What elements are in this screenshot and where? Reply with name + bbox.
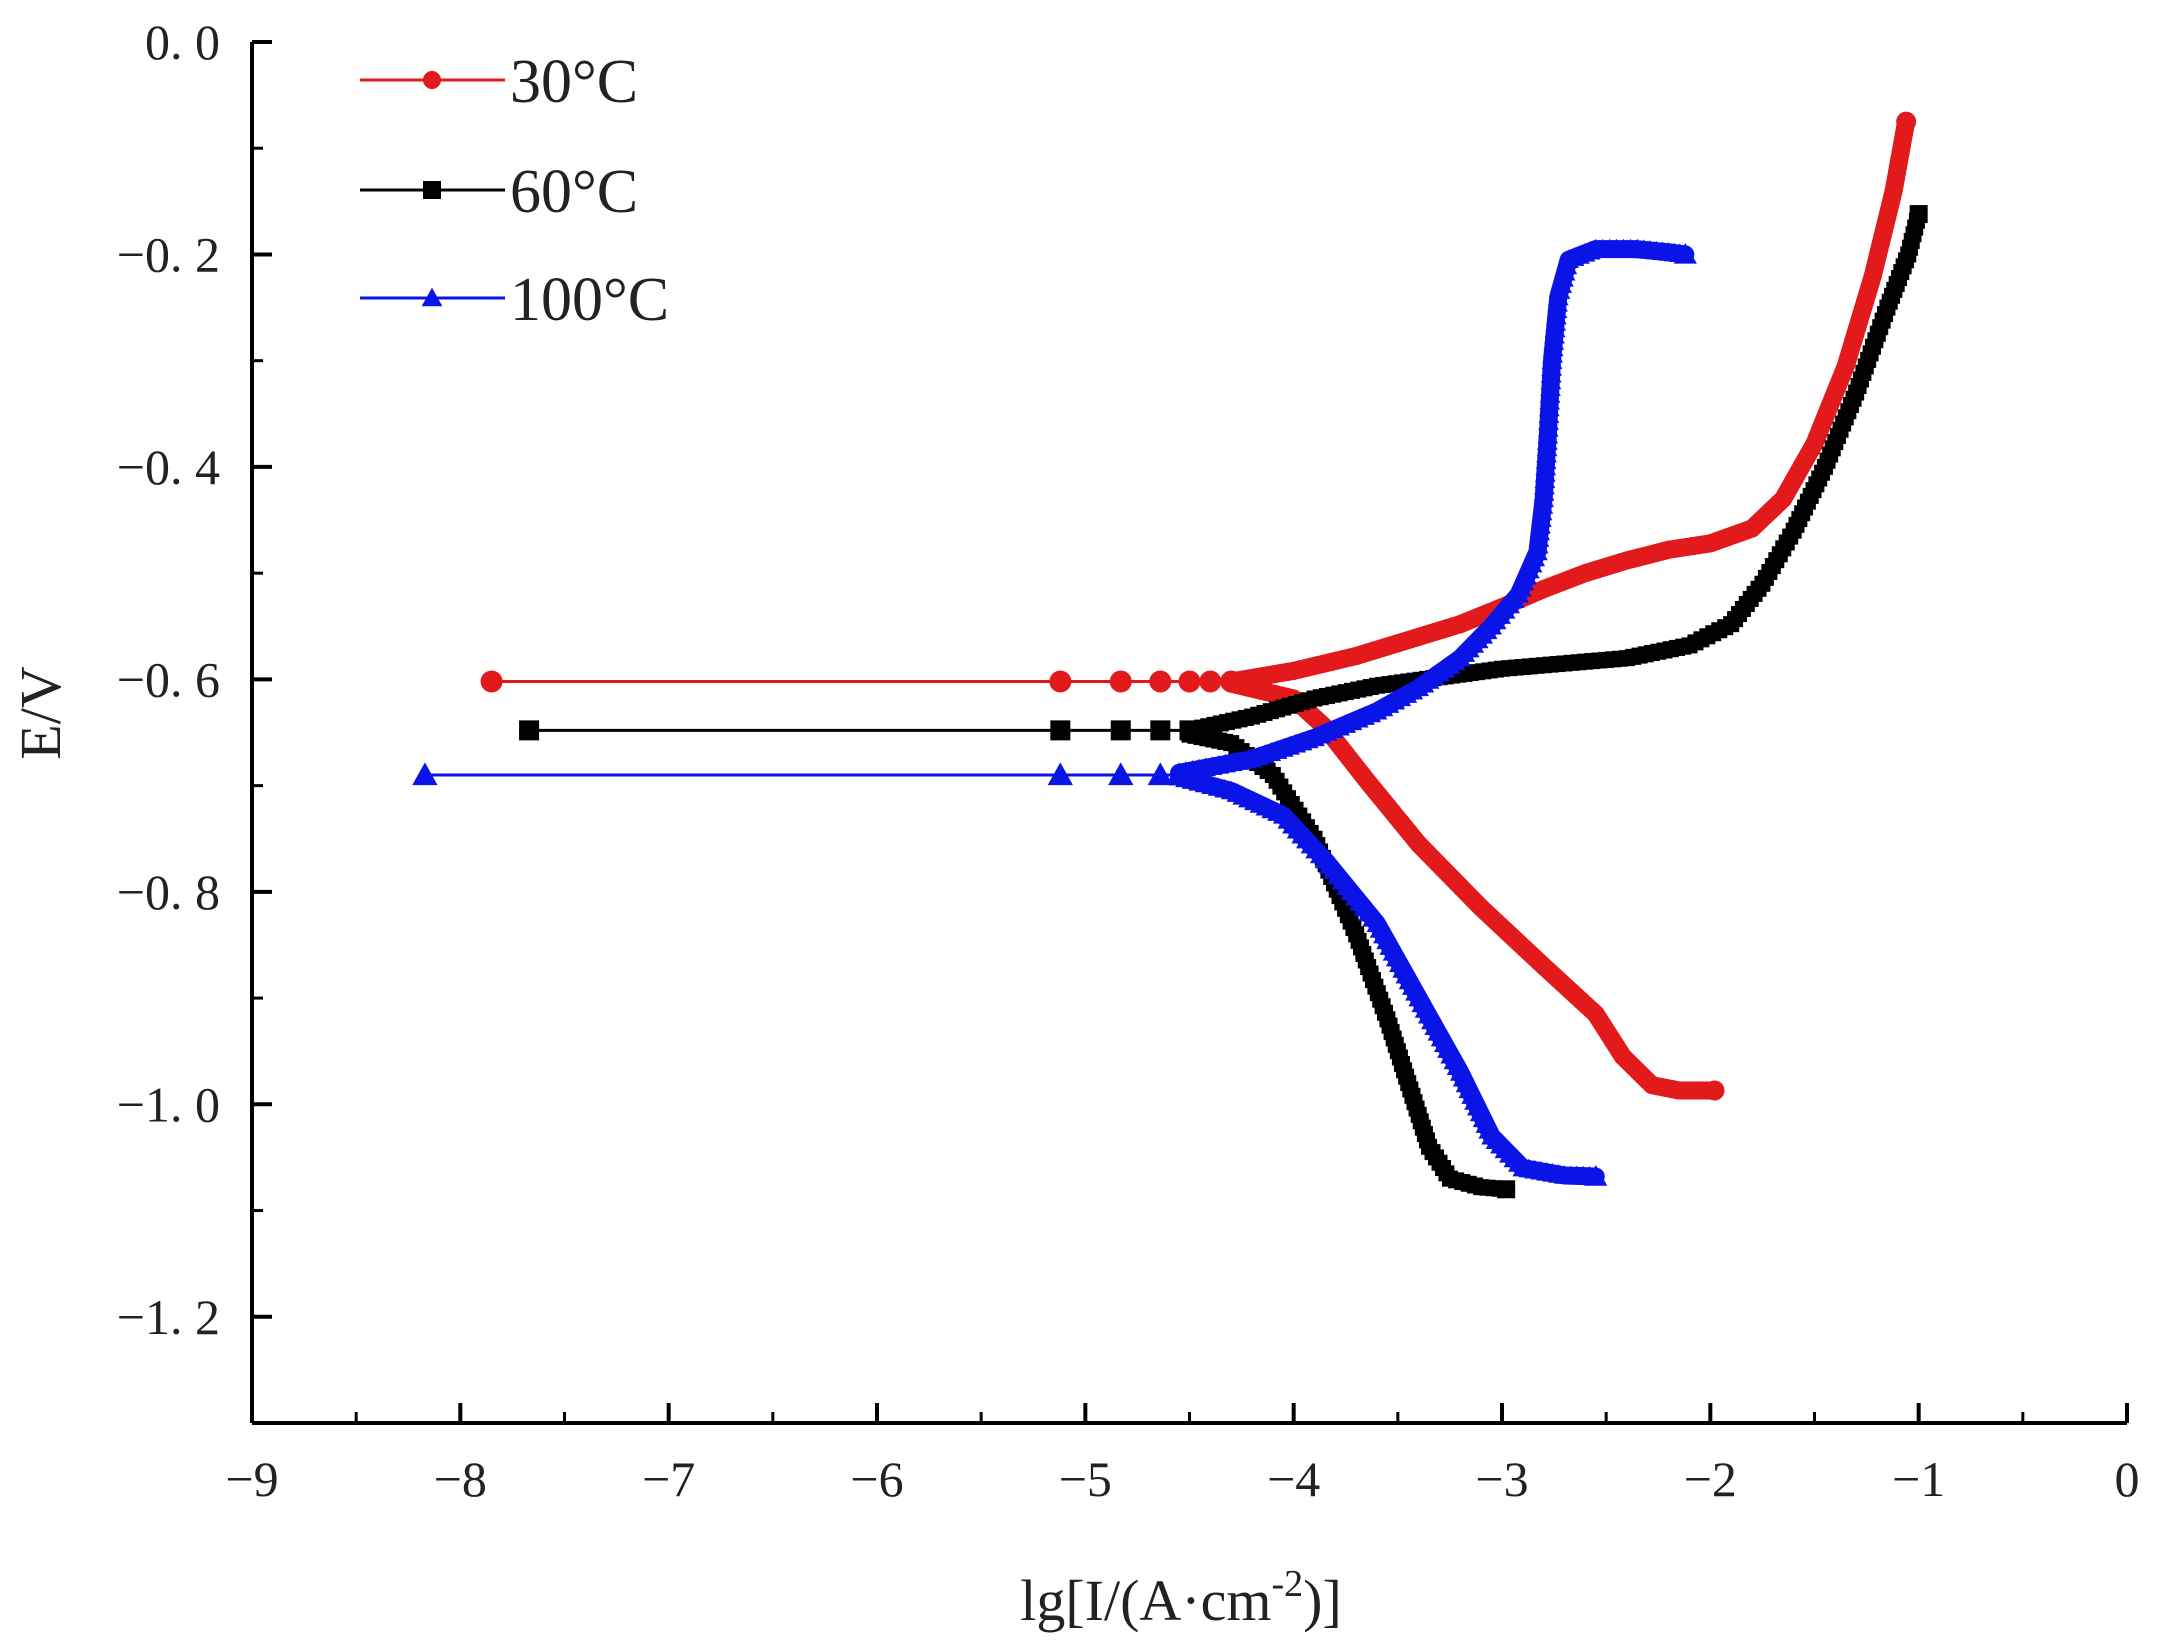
y-tick-label: −0. 4	[117, 439, 220, 495]
x-axis-title-main: lg[I/(A·cm	[1020, 1568, 1271, 1633]
legend: 30°C 60°C 100°C	[360, 48, 669, 334]
y-tick-label: −0. 6	[117, 651, 220, 707]
series-60°C	[519, 205, 1928, 1199]
data-point	[1110, 720, 1131, 741]
data-point	[1704, 1080, 1725, 1101]
y-tick-label: −0. 2	[117, 226, 220, 282]
x-tick-label: −5	[1059, 1451, 1112, 1507]
x-tick-label: −2	[1684, 1451, 1737, 1507]
data-point	[1109, 670, 1132, 693]
data-point	[1050, 720, 1071, 741]
data-point	[1150, 720, 1171, 741]
data-point	[519, 720, 540, 741]
legend-label: 100°C	[510, 266, 669, 334]
data-point	[1584, 1165, 1608, 1186]
series-100°C	[412, 238, 1697, 1186]
legend-marker	[421, 287, 443, 307]
cathodic-branch	[1170, 768, 1605, 1186]
legend-label: 30°C	[510, 48, 638, 116]
x-tick-label: −6	[850, 1451, 903, 1507]
x-tick-label: −4	[1267, 1451, 1320, 1507]
data-point	[1497, 1180, 1516, 1199]
legend-marker	[423, 181, 441, 199]
data-point	[1049, 670, 1072, 693]
axes: −9 −8 −7 −6 −5 −4 −3 −2 −1 0 0. 0 −0. 2 −0. 4 −0. 6 −…	[117, 14, 2140, 1507]
x-tick-label: −3	[1475, 1451, 1528, 1507]
anodic-branch	[1222, 112, 1916, 691]
y-tick-label: −0. 8	[117, 864, 220, 920]
y-tick-label: −1. 2	[117, 1289, 220, 1345]
x-tick-label: −9	[225, 1451, 278, 1507]
x-tick-label: 0	[2115, 1451, 2140, 1507]
data-point	[1147, 762, 1173, 786]
data-point	[480, 670, 503, 693]
data-point	[1047, 762, 1073, 786]
y-tick-label: −1. 0	[117, 1076, 220, 1132]
x-axis-title: lg[I/(A·cm-2)]	[1020, 1563, 1342, 1633]
series-30°C	[480, 111, 1917, 1101]
data-point	[1149, 670, 1172, 693]
data-point	[1199, 670, 1222, 693]
y-axis-title: E/V	[8, 666, 73, 760]
data-point	[1896, 111, 1917, 132]
x-axis-title-superscript: -2	[1271, 1563, 1303, 1605]
x-tick-label: −1	[1892, 1451, 1945, 1507]
legend-marker	[423, 71, 441, 89]
data-point	[1108, 762, 1134, 786]
x-tick-label: −7	[642, 1451, 695, 1507]
data-point	[412, 762, 438, 786]
legend-label: 60°C	[510, 158, 638, 226]
y-axis-ticks: 0. 0 −0. 2 −0. 4 −0. 6 −0. 8 −1. 0 −1. 2	[117, 14, 272, 1425]
plot-area	[412, 111, 1928, 1199]
x-axis-ticks: −9 −8 −7 −6 −5 −4 −3 −2 −1 0	[225, 1403, 2140, 1507]
data-point	[1909, 205, 1928, 224]
data-point	[1178, 670, 1201, 693]
x-tick-label: −8	[434, 1451, 487, 1507]
data-point	[1673, 242, 1697, 264]
x-axis-title-tail: )]	[1303, 1568, 1342, 1633]
y-tick-label: 0. 0	[145, 14, 220, 70]
